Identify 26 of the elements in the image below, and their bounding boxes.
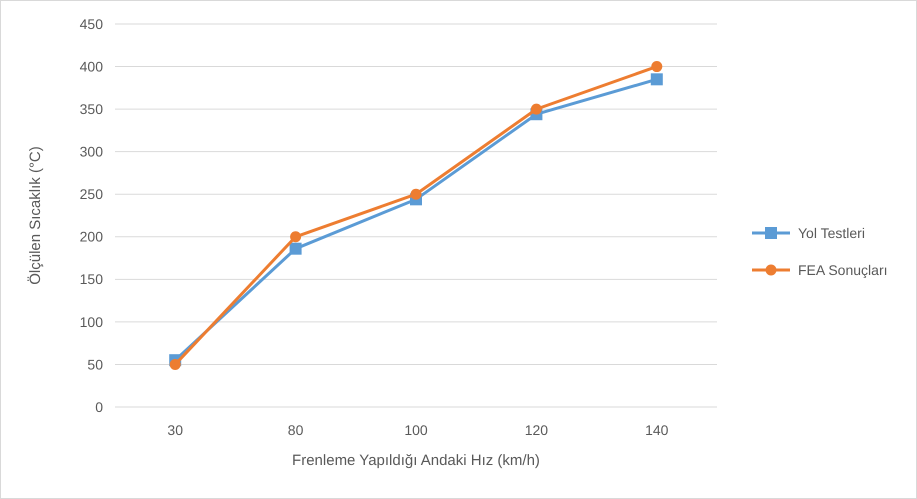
point (650, 73, 663, 86)
x-tick-label: 120 (524, 422, 548, 438)
y-tick-label: 250 (80, 186, 104, 202)
y-axis-title: Ölçülen Sıcaklık (°C) (27, 146, 44, 285)
point (290, 242, 302, 255)
x-tick-label: 100 (404, 422, 428, 438)
y-tick-label: 100 (80, 314, 104, 330)
x-tick-label: 30 (167, 422, 184, 438)
legend-label: Yol Testleri (798, 224, 865, 241)
point (170, 358, 181, 370)
legend-label: FEA Sonuçları (798, 262, 888, 278)
point (651, 61, 662, 72)
y-tick-label: 0 (95, 398, 104, 415)
x-axis-title: Frenleme Yapıldığı Andaki Hız (km/h) (292, 452, 540, 469)
y-tick-label: 200 (80, 228, 104, 245)
y-tick-label: 300 (80, 144, 104, 160)
y-tick-label: 150 (80, 271, 104, 288)
y-tick-label: 400 (80, 58, 104, 74)
point (530, 104, 542, 115)
x-tick-label: 80 (288, 422, 304, 438)
point (410, 188, 422, 200)
point (290, 231, 302, 242)
y-tick-label: 350 (80, 101, 104, 118)
x-tick-label: 140 (645, 422, 669, 438)
y-tick-label: 450 (80, 16, 104, 32)
y-tick-label: 50 (87, 356, 104, 372)
